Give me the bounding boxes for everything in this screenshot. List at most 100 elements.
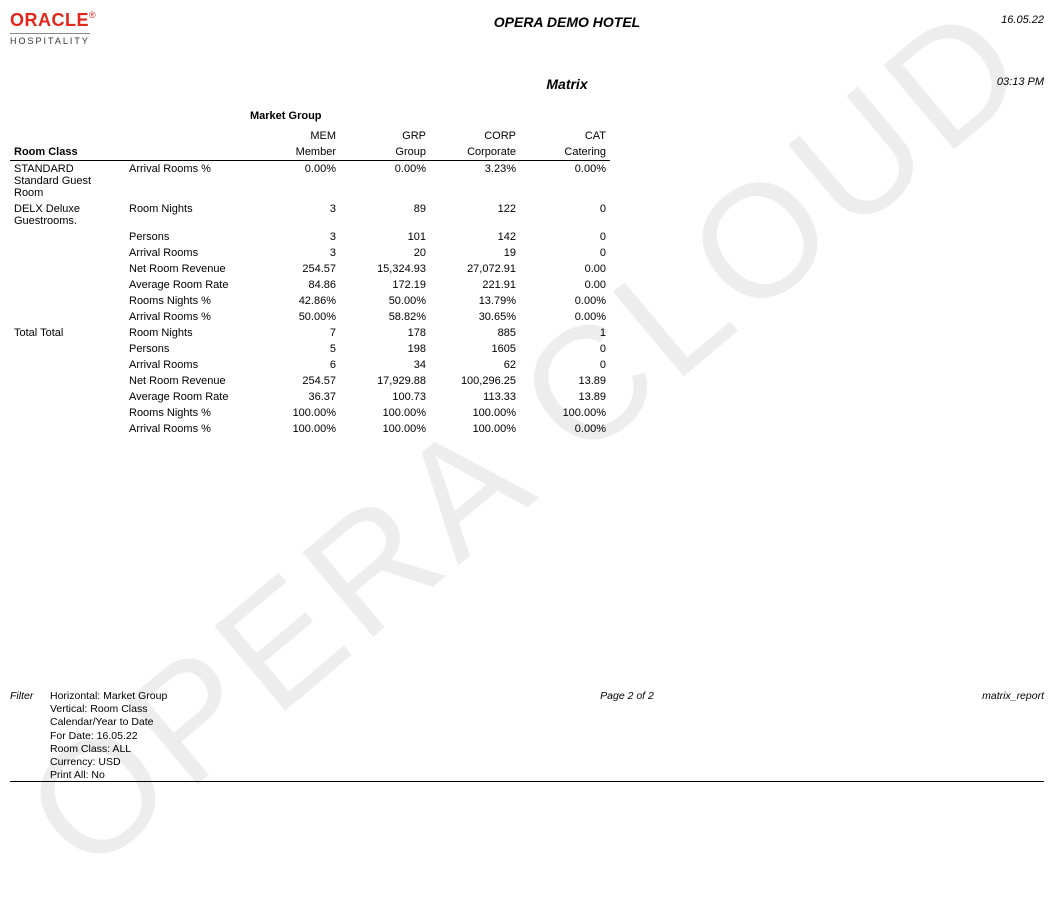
value-cell: 100.73 [340, 389, 430, 405]
table-row: Rooms Nights %100.00%100.00%100.00%100.0… [10, 405, 610, 421]
filter-line: Print All: No [50, 769, 350, 782]
room-class-cell [10, 229, 125, 245]
value-cell: 254.57 [250, 373, 340, 389]
value-cell: 885 [430, 325, 520, 341]
room-class-cell [10, 373, 125, 389]
metric-cell: Arrival Rooms [125, 245, 250, 261]
value-cell: 0 [520, 357, 610, 373]
report-date: 16.05.22 [924, 10, 1044, 26]
metric-cell: Rooms Nights % [125, 293, 250, 309]
value-cell: 58.82% [340, 309, 430, 325]
value-cell: 62 [430, 357, 520, 373]
room-class-cell [10, 261, 125, 277]
col-code: GRP [340, 128, 430, 144]
metric-cell: Rooms Nights % [125, 405, 250, 421]
value-cell: 178 [340, 325, 430, 341]
report-header: ORACLE® HOSPITALITY OPERA DEMO HOTEL 16.… [10, 10, 1044, 58]
table-row: Rooms Nights %42.86%50.00%13.79%0.00% [10, 293, 610, 309]
logo-sub: HOSPITALITY [10, 33, 90, 46]
market-group-label: Market Group [10, 110, 1044, 128]
metric-cell: Room Nights [125, 201, 250, 229]
filter-lines: Horizontal: Market GroupVertical: Room C… [50, 690, 350, 782]
column-codes-row: MEM GRP CORP CAT [10, 128, 610, 144]
room-class-cell: STANDARD Standard Guest Room [10, 161, 125, 202]
logo-reg: ® [89, 10, 96, 20]
value-cell: 7 [250, 325, 340, 341]
table-row: Average Room Rate36.37100.73113.3313.89 [10, 389, 610, 405]
room-class-cell [10, 389, 125, 405]
value-cell: 100,296.25 [430, 373, 520, 389]
page-number: Page 2 of 2 [350, 690, 904, 702]
table-row: Persons519816050 [10, 341, 610, 357]
table-row: Average Room Rate84.86172.19221.910.00 [10, 277, 610, 293]
value-cell: 19 [430, 245, 520, 261]
value-cell: 5 [250, 341, 340, 357]
col-code: CORP [430, 128, 520, 144]
value-cell: 6 [250, 357, 340, 373]
value-cell: 0.00% [520, 309, 610, 325]
room-class-cell [10, 245, 125, 261]
value-cell: 0 [520, 201, 610, 229]
metric-cell: Average Room Rate [125, 389, 250, 405]
value-cell: 3 [250, 201, 340, 229]
col-name: Group [340, 144, 430, 161]
metric-cell: Net Room Revenue [125, 261, 250, 277]
value-cell: 100.00% [340, 405, 430, 421]
value-cell: 0 [520, 245, 610, 261]
column-names-row: Room Class Member Group Corporate Cateri… [10, 144, 610, 161]
value-cell: 34 [340, 357, 430, 373]
room-class-cell: Total Total [10, 325, 125, 341]
table-row: STANDARD Standard Guest RoomArrival Room… [10, 161, 610, 202]
value-cell: 100.00% [430, 421, 520, 437]
metric-cell: Arrival Rooms % [125, 421, 250, 437]
value-cell: 1605 [430, 341, 520, 357]
table-row: Arrival Rooms %50.00%58.82%30.65%0.00% [10, 309, 610, 325]
metric-cell: Arrival Rooms % [125, 309, 250, 325]
value-cell: 36.37 [250, 389, 340, 405]
value-cell: 172.19 [340, 277, 430, 293]
room-class-cell [10, 309, 125, 325]
value-cell: 0.00% [520, 421, 610, 437]
value-cell: 0.00 [520, 277, 610, 293]
metric-cell: Room Nights [125, 325, 250, 341]
value-cell: 50.00% [250, 309, 340, 325]
room-class-cell: DELX Deluxe Guestrooms. [10, 201, 125, 229]
value-cell: 15,324.93 [340, 261, 430, 277]
metric-cell: Persons [125, 341, 250, 357]
value-cell: 13.79% [430, 293, 520, 309]
filter-label: Filter [10, 690, 50, 702]
room-class-cell [10, 421, 125, 437]
metric-cell: Persons [125, 229, 250, 245]
value-cell: 0.00 [520, 261, 610, 277]
room-class-cell [10, 277, 125, 293]
logo: ORACLE® HOSPITALITY [10, 10, 210, 47]
filter-line: Horizontal: Market Group [50, 690, 350, 703]
value-cell: 42.86% [250, 293, 340, 309]
hotel-name: OPERA DEMO HOTEL [210, 14, 924, 30]
col-name: Corporate [430, 144, 520, 161]
value-cell: 30.65% [430, 309, 520, 325]
table-row: Arrival Rooms320190 [10, 245, 610, 261]
metric-cell: Net Room Revenue [125, 373, 250, 389]
value-cell: 0.00% [520, 161, 610, 202]
value-cell: 100.00% [520, 405, 610, 421]
room-class-cell [10, 341, 125, 357]
filter-line: Calendar/Year to Date [50, 716, 350, 729]
room-class-cell [10, 405, 125, 421]
table-row: Total TotalRoom Nights71788851 [10, 325, 610, 341]
filter-line: Room Class: ALL [50, 743, 350, 756]
room-class-header: Room Class [10, 144, 125, 161]
value-cell: 3 [250, 245, 340, 261]
value-cell: 100.00% [340, 421, 430, 437]
table-row: Arrival Rooms634620 [10, 357, 610, 373]
value-cell: 17,929.88 [340, 373, 430, 389]
col-code: CAT [520, 128, 610, 144]
filter-line: Vertical: Room Class [50, 703, 350, 716]
col-code: MEM [250, 128, 340, 144]
report-title: Matrix [210, 76, 924, 92]
value-cell: 254.57 [250, 261, 340, 277]
value-cell: 1 [520, 325, 610, 341]
value-cell: 221.91 [430, 277, 520, 293]
filter-line: For Date: 16.05.22 [50, 730, 350, 743]
value-cell: 100.00% [430, 405, 520, 421]
